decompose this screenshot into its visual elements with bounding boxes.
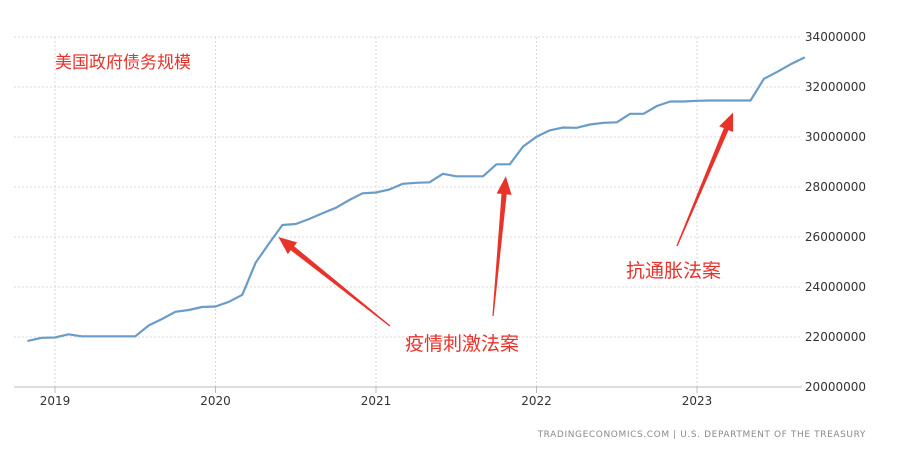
series-layer <box>27 56 806 342</box>
y-tick-label: 20000000 <box>805 380 866 394</box>
y-tick-label: 30000000 <box>805 130 866 144</box>
y-tick-label: 28000000 <box>805 180 866 194</box>
y-tick-label: 24000000 <box>805 280 866 294</box>
annotation-arrow <box>278 237 391 327</box>
y-tick-label: 22000000 <box>805 330 866 344</box>
x-tick-label: 2019 <box>40 394 71 408</box>
y-tick-label: 26000000 <box>805 230 866 244</box>
x-tick-label: 2021 <box>361 394 392 408</box>
x-axis: 2019 2020 2021 2022 2023 <box>14 386 802 408</box>
annotation-label-stimulus: 疫情刺激法案 <box>405 333 519 355</box>
annotation-arrows <box>278 112 734 327</box>
annotation-arrow <box>492 176 512 317</box>
y-axis: 20000000 22000000 24000000 26000000 28000000… <box>805 30 866 394</box>
y-tick-label: 32000000 <box>805 80 866 94</box>
x-tick-label: 2023 <box>682 394 713 408</box>
annotation-arrow <box>676 112 734 247</box>
x-tick-label: 2020 <box>200 394 231 408</box>
annotation-label-ira: 抗通胀法案 <box>626 260 721 282</box>
y-tick-label: 34000000 <box>805 30 866 44</box>
x-tick-label: 2022 <box>521 394 552 408</box>
series-line <box>27 56 806 342</box>
chart-title: 美国政府债务规模 <box>55 53 191 73</box>
grid <box>14 36 802 388</box>
source-credit: TRADINGECONOMICS.COM | U.S. DEPARTMENT O… <box>537 430 866 440</box>
